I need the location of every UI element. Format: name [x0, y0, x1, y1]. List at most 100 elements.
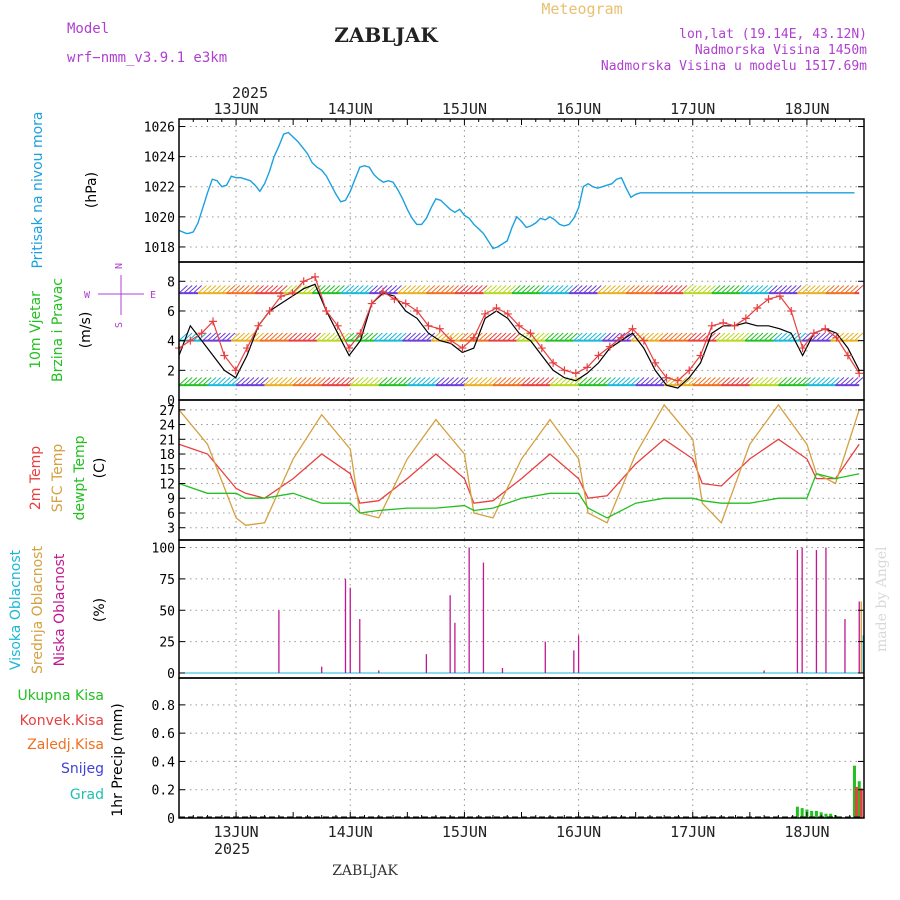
gust-marker — [447, 336, 456, 345]
series-line-temp — [178, 472, 860, 519]
gust-marker — [571, 369, 580, 378]
day-label-top: 17JUN — [670, 100, 715, 118]
wind-barb — [240, 377, 250, 386]
wind-barb — [573, 332, 583, 342]
wind-barb — [730, 285, 740, 294]
wind-barb — [397, 332, 407, 342]
wind-barb — [549, 285, 559, 294]
y-tick-label: 15 — [159, 463, 175, 478]
altitude-label: Nadmorska Visina 1450m — [695, 43, 867, 58]
gust-marker — [424, 321, 433, 330]
y-tick-label: 100 — [152, 542, 175, 557]
wind-barb — [792, 285, 802, 294]
wind-barb — [797, 285, 807, 294]
wind-barb — [349, 377, 359, 386]
gust-marker — [288, 289, 297, 298]
wind-barb — [649, 332, 659, 342]
wind-barb — [663, 285, 673, 294]
gust-marker — [526, 329, 535, 338]
y-tick-label: 6 — [167, 507, 175, 522]
gust-marker — [254, 321, 263, 330]
wind-barb — [782, 332, 792, 342]
wind-barb — [492, 332, 502, 342]
wind-barb — [440, 377, 450, 386]
wind-barb — [478, 285, 488, 294]
wind-barb — [302, 377, 312, 386]
wind-barb — [483, 332, 493, 342]
wind-barb — [830, 377, 840, 386]
wind-barb — [754, 332, 764, 342]
wind-barb — [668, 377, 678, 386]
wind-barb — [326, 332, 336, 342]
wind-barb — [459, 377, 469, 386]
wind-barb — [649, 285, 659, 294]
wind-barb — [611, 285, 621, 294]
wind-barb — [416, 285, 426, 294]
precip-bar — [810, 810, 814, 818]
wind-barb — [801, 285, 811, 294]
wind-barb — [311, 285, 321, 294]
wind-barb — [711, 377, 721, 386]
wind-barb — [188, 285, 198, 294]
gust-marker — [481, 309, 490, 318]
wind-barb — [602, 285, 612, 294]
y-tick-label: 1020 — [144, 211, 175, 226]
wind-barb — [411, 285, 421, 294]
wind-barb — [292, 285, 302, 294]
ylabel-cloud-low: Niska Oblacnost — [52, 553, 68, 666]
wind-barb — [640, 285, 650, 294]
wind-barb — [606, 377, 616, 386]
wind-barb — [302, 332, 312, 342]
wind-barb — [811, 285, 821, 294]
wind-barb — [226, 285, 236, 294]
wind-barb — [797, 332, 807, 342]
wind-barb — [602, 377, 612, 386]
wind-barb — [725, 285, 735, 294]
wind-barb — [368, 377, 379, 386]
wind-barb — [359, 377, 369, 386]
y-tick-label: 21 — [159, 433, 175, 448]
gust-marker — [356, 329, 365, 338]
wind-barb — [178, 285, 188, 294]
wind-barb — [544, 285, 555, 294]
wind-barb — [682, 332, 692, 342]
wind-barb — [849, 285, 859, 294]
wind-barb — [811, 332, 821, 342]
wind-barb — [563, 285, 574, 294]
gust-marker — [651, 358, 660, 367]
wind-barb — [216, 377, 226, 386]
y-tick-label: 0.2 — [152, 784, 175, 799]
gust-marker — [390, 295, 399, 304]
gust-marker — [843, 351, 852, 360]
wind-barb — [616, 377, 626, 386]
wind-barb — [687, 377, 697, 386]
wind-barb — [211, 332, 222, 342]
gust-marker — [345, 344, 354, 353]
gust-marker — [662, 373, 671, 382]
wind-barb — [497, 332, 507, 342]
wind-barb — [587, 332, 597, 342]
wind-barb — [720, 377, 731, 386]
wind-barb — [540, 285, 550, 294]
wind-barb — [583, 377, 593, 386]
wind-barb — [730, 332, 740, 342]
wind-barb — [368, 285, 379, 294]
compass-n: N — [114, 263, 125, 269]
unit-wind: (m/s) — [78, 312, 94, 349]
wind-barb — [725, 332, 735, 342]
wind-barb — [316, 377, 326, 386]
wind-barb — [421, 332, 431, 342]
wind-barb — [820, 377, 830, 386]
wind-barb — [525, 377, 535, 386]
wind-barb — [511, 377, 521, 386]
wind-barb — [487, 332, 497, 342]
wind-barb — [340, 377, 350, 386]
series-line-temp — [178, 403, 860, 526]
wind-barb — [464, 377, 474, 386]
y-tick-label: 3 — [167, 522, 175, 537]
precip-bar — [814, 810, 818, 818]
wind-barb — [768, 332, 778, 342]
precip-bar — [857, 781, 861, 818]
wind-barb — [292, 332, 302, 342]
wind-barb — [216, 285, 226, 294]
